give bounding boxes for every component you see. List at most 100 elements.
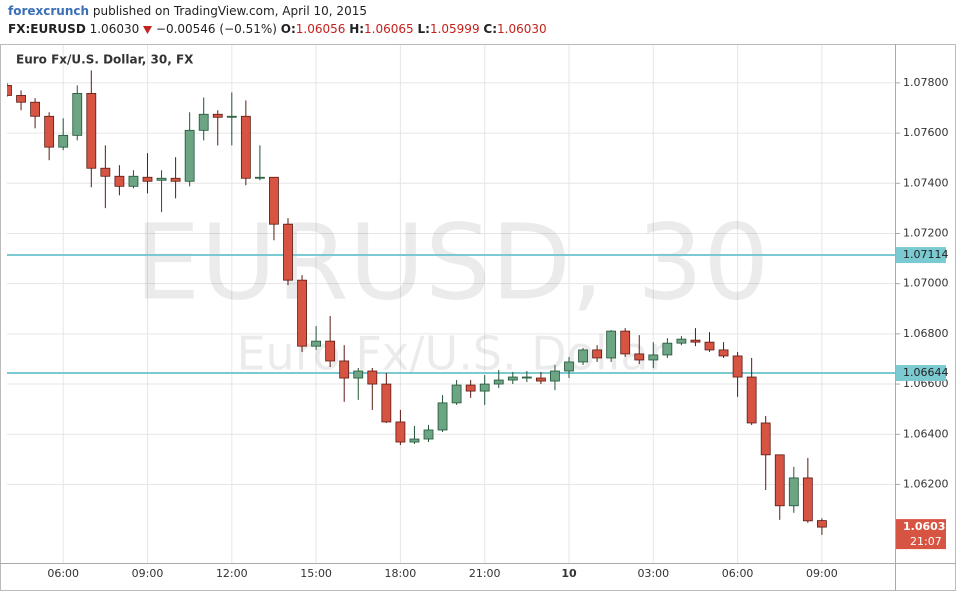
candle-body [774, 454, 785, 507]
ohlc: O:1.06056 H:1.06065 L:1.05999 C:1.06030 [281, 22, 547, 36]
candle-body [437, 402, 448, 431]
candle-body [690, 339, 701, 343]
candle-body [283, 223, 293, 281]
candle-body [100, 167, 111, 177]
candle-body [156, 177, 167, 181]
candle-body [662, 342, 673, 356]
x-tick-label: 09:00 [132, 567, 164, 580]
candle-body [465, 384, 476, 392]
candle-body [381, 383, 392, 423]
chart: EURUSD, 30 Euro Fx/U.S. Dollar Euro Fx/U… [0, 44, 956, 591]
ohlc-label: L: [417, 22, 430, 36]
candle-body [142, 176, 153, 182]
y-tick-label: 1.07200 [903, 226, 949, 239]
x-tick-label: 12:00 [216, 567, 248, 580]
x-tick-label: 21:00 [469, 567, 501, 580]
ohlc-value: 1.06056 [295, 22, 346, 36]
candle-body [732, 355, 743, 378]
candle-body [802, 477, 813, 522]
header: forexcrunch published on TradingView.com… [0, 0, 956, 44]
watermark: EURUSD, 30 [135, 201, 770, 323]
price-label-bg [896, 365, 946, 382]
ohlc-value: 1.06065 [364, 22, 414, 36]
candle-body [240, 115, 251, 179]
candle-body [788, 477, 799, 507]
x-tick-label: 18:00 [385, 567, 417, 580]
candle-body [212, 113, 223, 118]
candle-body [7, 85, 12, 96]
y-tick-label: 1.07000 [903, 277, 949, 290]
ohlc-value: 1.05999 [429, 22, 480, 36]
candle-body [30, 101, 41, 117]
x-tick-label: 10 [561, 567, 577, 580]
candle-body [620, 330, 631, 355]
y-tick-label: 1.07600 [903, 126, 949, 139]
candle-body [269, 176, 279, 225]
published: published on TradingView.com, April 10, … [92, 4, 367, 18]
candle-body [479, 383, 490, 392]
candle-body [648, 354, 659, 361]
ohlc-value: 1.06030 [497, 22, 547, 36]
candle-body [339, 360, 350, 379]
candle-body [760, 422, 771, 456]
candle-body [564, 361, 574, 372]
candle-body [311, 340, 322, 347]
candle-body [170, 177, 181, 182]
candle-body [578, 349, 588, 363]
candle-body [521, 376, 532, 379]
down-arrow [143, 25, 153, 34]
candle-body [704, 341, 715, 351]
ohlc-label: H: [349, 22, 365, 36]
candle-body [367, 370, 378, 385]
chart-title: Euro Fx/U.S. Dollar, 30, FX [16, 53, 194, 67]
ohlc-label: O: [280, 22, 296, 36]
countdown: 21:07 [910, 535, 942, 548]
y-tick-label: 1.06200 [903, 477, 949, 490]
brand[interactable]: forexcrunch [8, 4, 90, 18]
candle-body [297, 279, 307, 347]
candle-body [536, 377, 546, 382]
candle-body [353, 370, 364, 379]
candle-body [44, 115, 55, 148]
last-price-bg [896, 519, 946, 550]
candle-body [184, 129, 195, 182]
candle-body [226, 115, 237, 118]
candle-body [507, 376, 518, 381]
candle-body [550, 370, 560, 382]
x-tick-label: 06:00 [722, 567, 754, 580]
candle-body [72, 93, 83, 136]
candle-body [86, 93, 97, 169]
quote-line: FX:EURUSD 1.06030 −0.00546 (−0.51%) O:1.… [8, 22, 547, 36]
candle-body [114, 175, 125, 187]
y-tick-label: 1.06400 [903, 427, 949, 440]
candle-body [746, 376, 757, 424]
x-tick-label: 06:00 [47, 567, 79, 580]
candle-body [606, 330, 617, 359]
candle-body [58, 134, 69, 148]
y-tick-label: 1.07400 [903, 176, 949, 189]
candle-body [423, 429, 434, 440]
candle-body [325, 340, 336, 362]
candle-body [16, 95, 26, 103]
candle-body [254, 176, 265, 179]
candle-body [409, 438, 420, 443]
candle-body [634, 353, 645, 361]
candle-body [395, 421, 406, 443]
candle-body [451, 384, 462, 404]
candle-body [676, 338, 687, 344]
change: −0.00546 (−0.51%) [155, 22, 277, 36]
x-tick-label: 15:00 [300, 567, 332, 580]
candle-body [198, 113, 209, 131]
price-label: 1.07114 [903, 248, 949, 261]
price-label-bg [896, 247, 946, 264]
price-label: 1.06644 [903, 366, 949, 379]
y-tick-label: 1.07800 [903, 76, 949, 89]
candle-body [493, 379, 504, 385]
last-price-label: 1.06030 [903, 520, 953, 533]
ohlc-label: C: [483, 22, 498, 36]
y-tick-label: 1.06800 [903, 327, 949, 340]
candle-body [817, 520, 827, 528]
candle-body [718, 349, 729, 357]
x-tick-label: 03:00 [637, 567, 669, 580]
